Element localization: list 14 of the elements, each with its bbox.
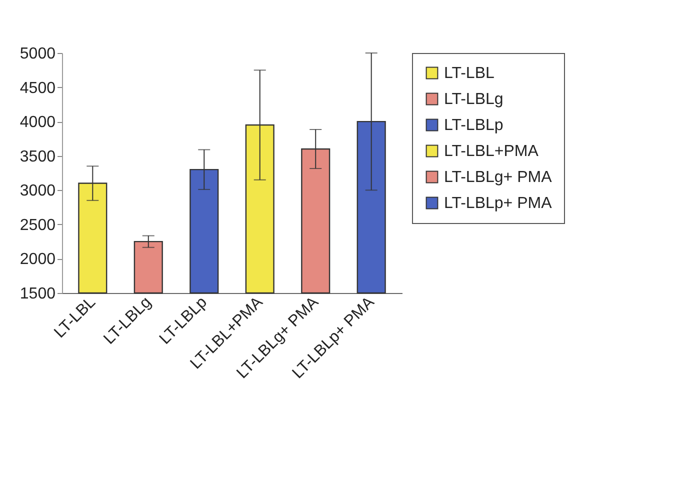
y-tick-label: 4000 <box>20 114 56 132</box>
legend-label: LT-LBLp+ PMA <box>444 195 552 212</box>
y-tick-label: 2500 <box>20 216 56 234</box>
y-tick-label: 3500 <box>20 148 56 166</box>
legend-label: LT-LBLp <box>444 117 504 134</box>
y-tick-label: 2000 <box>20 251 56 268</box>
legend-label: LT-LBLg <box>444 91 504 108</box>
y-tick-label: 3000 <box>20 182 56 200</box>
y-tick-label: 4500 <box>20 80 56 97</box>
legend-label: LT-LBL <box>444 65 494 82</box>
legend-label: LT-LBL+PMA <box>444 143 539 160</box>
y-tick-label: 5000 <box>20 46 56 62</box>
y-tick-label: 1500 <box>20 286 56 302</box>
legend-label: LT-LBLg+ PMA <box>444 169 552 186</box>
